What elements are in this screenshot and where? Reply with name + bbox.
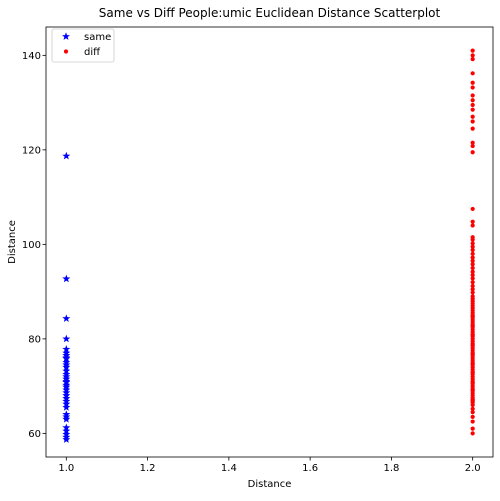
data-point-diff xyxy=(470,342,475,347)
data-point-diff xyxy=(470,119,475,124)
data-point-diff xyxy=(470,107,475,112)
x-tick-label: 1.4 xyxy=(221,463,237,474)
points-layer xyxy=(62,48,475,443)
data-point-diff xyxy=(470,102,475,108)
data-point-diff xyxy=(470,332,475,338)
data-point-diff xyxy=(470,150,475,155)
data-point-diff xyxy=(470,140,475,145)
y-tick-label: 60 xyxy=(28,429,41,440)
legend-marker-diff xyxy=(63,49,69,54)
data-point-diff xyxy=(470,219,475,224)
legend-marker-icon-same xyxy=(62,32,70,40)
data-point-diff xyxy=(470,143,475,149)
legend-label-same: same xyxy=(84,32,111,43)
data-point-diff xyxy=(470,241,475,246)
data-point-diff xyxy=(470,206,475,212)
data-point-same xyxy=(62,403,71,411)
x-tick-label: 2.0 xyxy=(465,463,481,474)
data-point-same xyxy=(62,314,71,322)
data-point-same xyxy=(62,415,71,423)
x-tick-label: 1.8 xyxy=(383,463,399,474)
ticks-layer: 1.0 1.2 1.4 1.6 1.8 2.0 60 80 100 120 140 xyxy=(22,51,481,474)
data-point-diff xyxy=(470,244,475,249)
y-tick-label: 100 xyxy=(22,240,41,251)
data-point-diff xyxy=(470,265,475,271)
data-point-diff xyxy=(470,290,475,295)
data-point-diff xyxy=(470,57,475,62)
data-point-same xyxy=(62,274,71,283)
data-point-diff xyxy=(470,255,475,260)
data-point-diff xyxy=(470,397,475,402)
data-point-same xyxy=(62,334,71,343)
data-point-diff xyxy=(470,114,475,119)
data-point-same xyxy=(62,151,71,160)
data-point-diff xyxy=(470,283,475,289)
data-point-diff xyxy=(470,370,475,375)
data-point-diff xyxy=(470,387,475,393)
legend-marker-icon-diff xyxy=(63,49,69,54)
data-point-diff xyxy=(470,80,475,85)
data-point-diff xyxy=(470,262,475,267)
legend-label-diff: diff xyxy=(84,47,101,58)
data-point-diff xyxy=(470,98,475,103)
legend: same diff xyxy=(51,28,115,63)
y-tick-label: 80 xyxy=(28,334,41,345)
data-point-diff xyxy=(470,351,475,357)
data-point-diff xyxy=(470,258,475,264)
x-axis-label: Distance xyxy=(248,479,292,490)
chart-title: Same vs Diff People:umic Euclidean Dista… xyxy=(99,6,441,20)
x-tick-label: 1.6 xyxy=(302,463,318,474)
data-point-diff xyxy=(470,314,475,319)
data-point-diff xyxy=(470,361,475,366)
data-point-same xyxy=(62,353,71,362)
data-point-diff xyxy=(470,53,475,58)
data-point-diff xyxy=(470,237,475,242)
data-point-diff xyxy=(470,410,475,415)
data-point-diff xyxy=(470,419,475,424)
data-point-same xyxy=(62,435,71,443)
data-point-diff xyxy=(470,126,475,131)
data-point-diff xyxy=(470,426,475,431)
data-point-diff xyxy=(470,48,475,53)
data-point-diff xyxy=(470,247,475,253)
plot-frame xyxy=(45,26,494,458)
x-tick-label: 1.0 xyxy=(58,463,74,474)
data-point-diff xyxy=(470,269,475,274)
data-point-diff xyxy=(470,287,475,292)
data-point-diff xyxy=(470,323,475,328)
data-point-diff xyxy=(470,276,475,281)
data-point-diff xyxy=(470,251,475,256)
data-point-diff xyxy=(470,280,475,285)
data-point-diff xyxy=(470,85,475,90)
y-axis-label: Distance xyxy=(7,220,18,264)
data-point-same xyxy=(62,377,71,385)
data-point-diff xyxy=(470,431,475,436)
y-tick-label: 140 xyxy=(22,51,41,62)
legend-marker-same xyxy=(62,32,70,40)
data-point-diff xyxy=(470,71,475,76)
data-point-diff xyxy=(470,414,475,419)
data-point-diff xyxy=(470,406,475,411)
data-point-diff xyxy=(470,272,475,278)
y-tick-label: 120 xyxy=(22,145,41,156)
data-point-diff xyxy=(470,93,475,98)
data-point-diff xyxy=(470,402,475,408)
data-point-diff xyxy=(470,223,475,228)
x-tick-label: 1.2 xyxy=(140,463,156,474)
data-point-diff xyxy=(470,380,475,385)
